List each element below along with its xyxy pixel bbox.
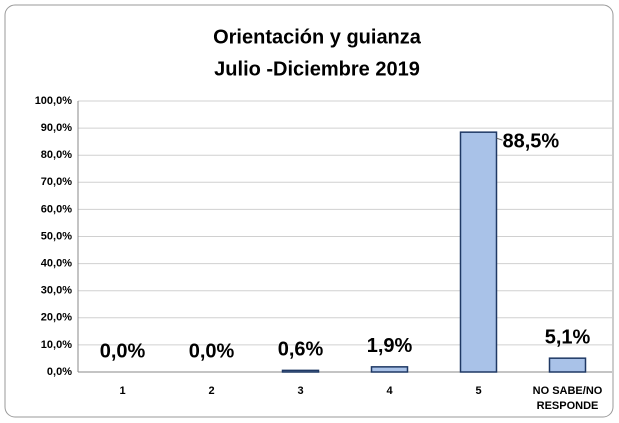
y-tick-label: 70,0% xyxy=(41,176,72,188)
data-label: 88,5% xyxy=(503,130,560,152)
bar xyxy=(281,369,320,373)
data-label: 0,0% xyxy=(189,340,235,362)
y-tick-label: 30,0% xyxy=(41,285,72,297)
leader-line xyxy=(496,137,503,141)
bar xyxy=(548,357,587,373)
x-tick-label: 5 xyxy=(475,385,482,397)
y-tick-label: 10,0% xyxy=(41,339,72,351)
y-tick-label: 90,0% xyxy=(41,122,72,134)
y-tick-label: 40,0% xyxy=(41,258,72,270)
bar xyxy=(370,366,409,373)
y-tick-label: 50,0% xyxy=(41,230,72,242)
bar xyxy=(459,131,498,373)
y-tick-label: 80,0% xyxy=(41,149,72,161)
y-tick-label: 60,0% xyxy=(41,203,72,215)
data-label: 0,0% xyxy=(100,340,146,362)
y-tick-label: 20,0% xyxy=(41,312,72,324)
chart-subtitle: Julio -Diciembre 2019 xyxy=(214,58,420,80)
x-tick-label: 1 xyxy=(119,385,126,397)
chart-title: Orientación y guianza xyxy=(213,26,422,48)
x-tick-label: 4 xyxy=(386,385,393,397)
y-tick-label: 100,0% xyxy=(35,95,73,107)
data-label: 5,1% xyxy=(545,326,591,348)
x-tick-label: 2 xyxy=(208,385,215,397)
data-label: 0,6% xyxy=(278,339,324,361)
x-tick-label: NO SABE/NO RESPONDE xyxy=(532,385,603,412)
y-tick-label: 0,0% xyxy=(47,366,72,378)
data-label: 1,9% xyxy=(367,335,413,357)
x-tick-label: 3 xyxy=(297,385,304,397)
